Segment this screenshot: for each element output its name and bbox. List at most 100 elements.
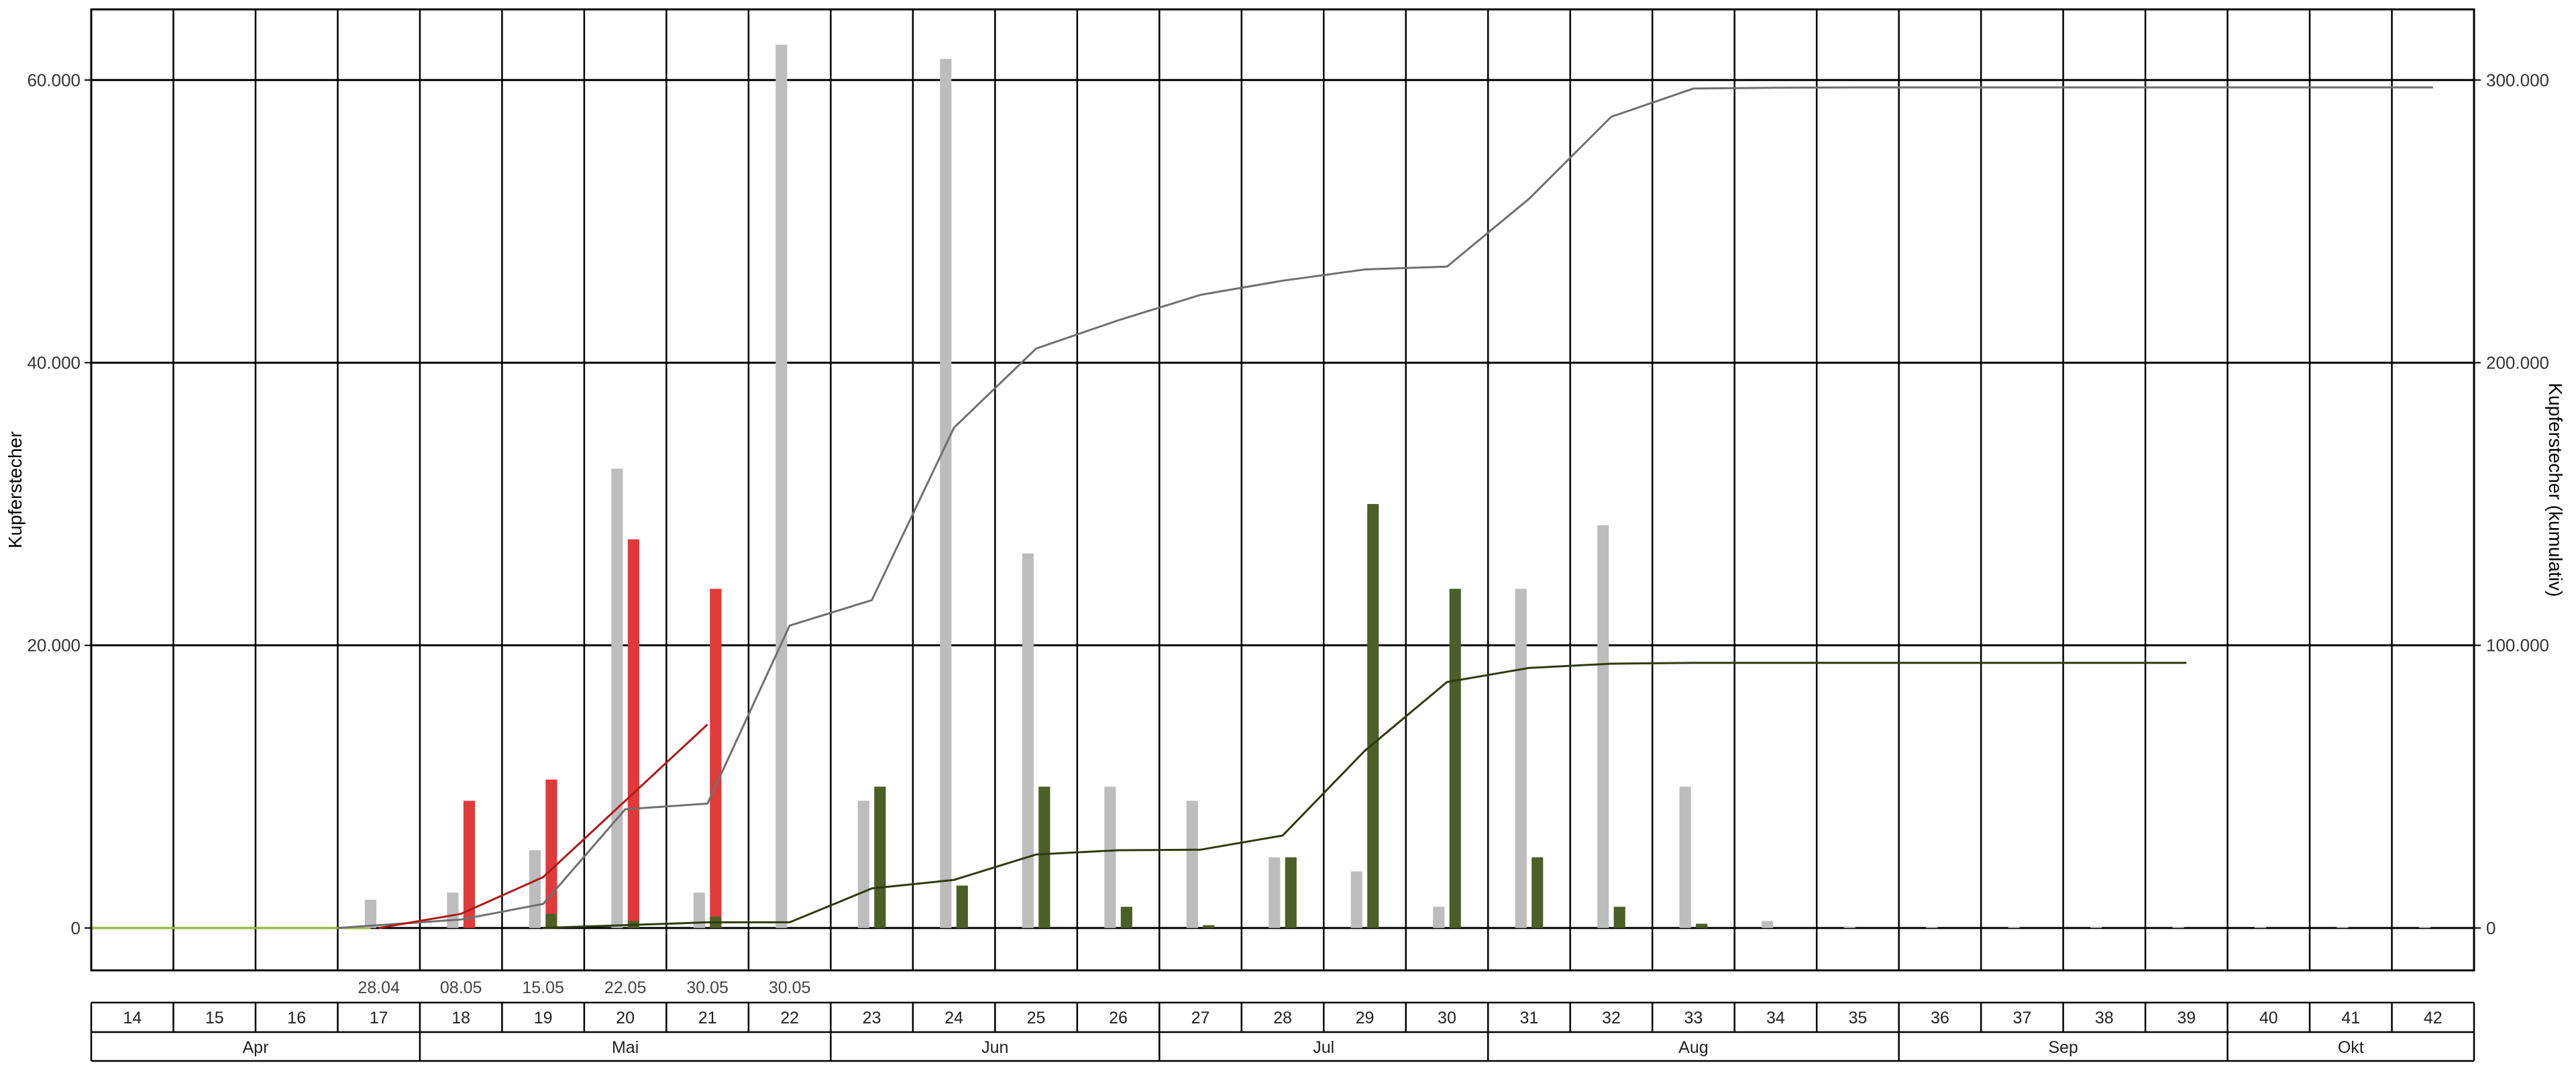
month-label-aug: Aug: [1678, 1038, 1708, 1057]
bar-grey-w27: [1186, 801, 1198, 928]
bar-green-w33: [1696, 923, 1708, 928]
y-tick-label-right-3: 300.000: [2486, 70, 2549, 90]
y-axis-label-left: Kupferstecher: [5, 431, 25, 548]
week-label-24: 24: [945, 1009, 963, 1027]
bar-grey-w41: [2337, 927, 2349, 928]
bar-green-w25: [1038, 786, 1051, 928]
week-label-14: 14: [123, 1009, 142, 1027]
week-label-41: 41: [2341, 1009, 2360, 1027]
week-label-37: 37: [2012, 1009, 2031, 1027]
bar-red-w19: [545, 779, 557, 928]
bar-green-w31: [1532, 857, 1544, 928]
week-label-20: 20: [616, 1009, 635, 1027]
bar-red-w18: [463, 801, 475, 928]
bar-green-w26: [1120, 907, 1132, 928]
bar-grey-w33: [1679, 786, 1691, 928]
bar-grey-w38: [2090, 927, 2102, 928]
week-label-17: 17: [370, 1009, 388, 1027]
bar-grey-w22: [775, 44, 788, 928]
bars-layer: [364, 44, 2431, 928]
line-green-cumulative: [543, 662, 2187, 929]
bar-green-w19: [545, 913, 557, 928]
y-tick-label-right-2: 200.000: [2486, 352, 2549, 372]
bar-grey-w29: [1350, 871, 1362, 928]
month-label-okt: Okt: [2338, 1038, 2364, 1057]
bar-grey-w35: [1843, 926, 1856, 928]
week-label-40: 40: [2259, 1009, 2278, 1027]
bar-grey-w37: [2008, 927, 2020, 928]
line-grey-cumulative: [337, 86, 2433, 929]
month-label-jul: Jul: [1313, 1038, 1334, 1057]
week-month-table: 14 15 16 17 18 19 20 21 22 23 24 25 26 27 28 29 30 31 32 33…: [90, 1001, 2475, 1062]
month-label-apr: Apr: [243, 1038, 269, 1057]
week-label-23: 23: [863, 1009, 881, 1027]
date-label-3: 22.05: [604, 978, 647, 997]
grid-layer: [90, 9, 2475, 970]
date-label-2: 15.05: [522, 978, 564, 997]
bar-grey-w30: [1433, 907, 1445, 928]
week-label-36: 36: [1931, 1009, 1949, 1027]
bar-grey-w40: [2254, 927, 2267, 928]
week-label-31: 31: [1520, 1009, 1539, 1027]
date-labels-layer: 28.04 08.05 15.05 22.05 30.05 30.05: [358, 978, 810, 997]
line-red-cumulative: [378, 723, 708, 929]
bar-red-w20: [627, 539, 639, 928]
y-tick-label-right-1: 100.000: [2486, 636, 2549, 656]
week-label-25: 25: [1027, 1009, 1046, 1027]
date-label-5: 30.05: [769, 978, 811, 997]
bar-green-w32: [1613, 907, 1625, 928]
bar-grey-w23: [857, 801, 869, 928]
bar-green-w27: [1203, 925, 1215, 928]
week-label-42: 42: [2424, 1009, 2443, 1027]
y-tick-label-right-0: 0: [2486, 918, 2496, 938]
date-label-0: 28.04: [358, 978, 400, 997]
week-label-34: 34: [1766, 1009, 1785, 1027]
bar-grey-w34: [1762, 921, 1774, 928]
week-label-21: 21: [698, 1009, 717, 1027]
bar-grey-w20: [611, 468, 623, 928]
bar-grey-w39: [2172, 927, 2184, 928]
week-label-33: 33: [1684, 1009, 1703, 1027]
week-label-35: 35: [1848, 1009, 1867, 1027]
bar-grey-w26: [1104, 786, 1116, 928]
week-label-39: 39: [2177, 1009, 2196, 1027]
week-label-16: 16: [287, 1009, 306, 1027]
bar-green-w28: [1285, 857, 1297, 928]
bar-grey-w24: [940, 58, 952, 928]
plot-frame: [90, 8, 2475, 972]
date-label-1: 08.05: [440, 978, 482, 997]
month-label-mai: Mai: [612, 1038, 639, 1057]
week-label-19: 19: [534, 1009, 553, 1027]
bar-green-w30: [1449, 589, 1461, 928]
week-label-30: 30: [1438, 1009, 1456, 1027]
week-label-22: 22: [780, 1009, 799, 1027]
bar-green-w29: [1367, 504, 1379, 928]
bar-grey-w31: [1515, 589, 1527, 928]
tick-labels-layer: 0 20.000 40.000 60.000 0 100.000 200.000 300.00…: [27, 70, 2549, 938]
lines-layer: [337, 86, 2433, 929]
y-tick-label-left-1: 20.000: [27, 636, 80, 656]
y-axis-label-right: Kupferstecher (kumulativ): [2545, 383, 2566, 597]
bar-red-w21: [710, 589, 722, 928]
bar-green-w23: [874, 786, 886, 928]
y-tick-label-left-2: 40.000: [27, 352, 80, 372]
bar-grey-w32: [1597, 525, 1609, 928]
frame-layer: [90, 8, 2475, 972]
bar-grey-w25: [1022, 553, 1034, 928]
bar-grey-w36: [1926, 927, 1938, 928]
bar-grey-w18: [447, 893, 459, 928]
week-label-32: 32: [1602, 1009, 1621, 1027]
bar-grey-w19: [529, 850, 541, 928]
week-label-29: 29: [1356, 1009, 1375, 1027]
week-label-26: 26: [1109, 1009, 1128, 1027]
week-label-27: 27: [1191, 1009, 1210, 1027]
week-label-15: 15: [205, 1009, 224, 1027]
y-tick-label-left-0: 0: [71, 918, 80, 938]
date-label-4: 30.05: [686, 978, 729, 997]
week-label-28: 28: [1273, 1009, 1292, 1027]
bar-grey-w42: [2418, 927, 2431, 928]
bar-grey-w21: [693, 893, 705, 928]
bar-grey-w28: [1269, 857, 1281, 928]
